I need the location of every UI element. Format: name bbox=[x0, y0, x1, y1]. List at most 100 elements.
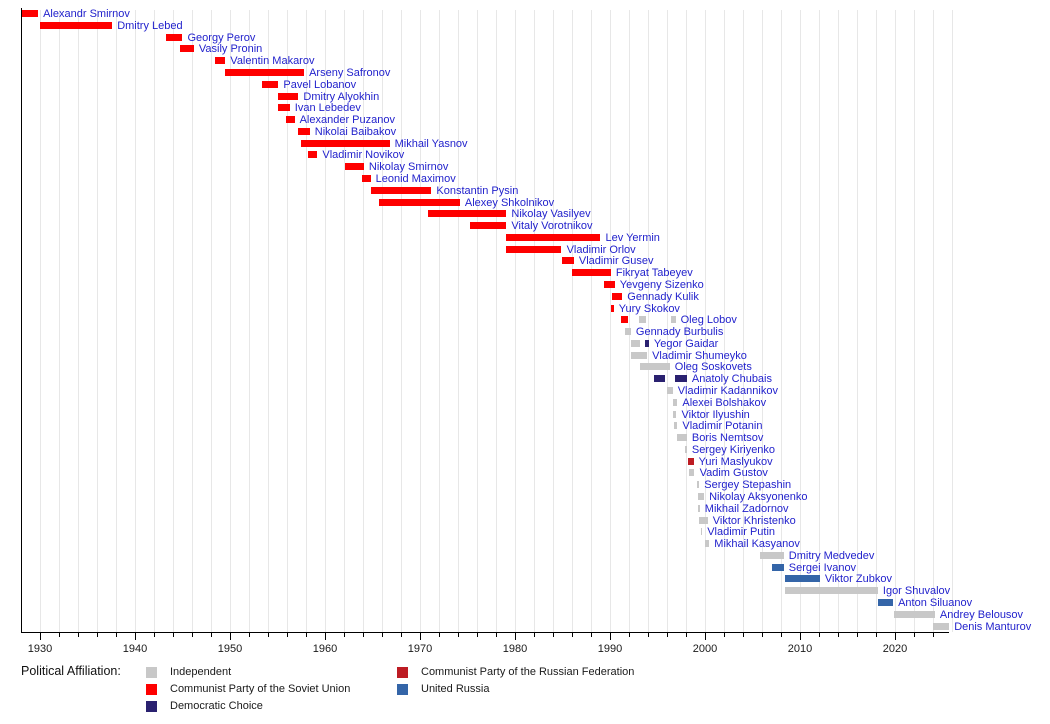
gridline bbox=[838, 10, 839, 632]
timeline-bar bbox=[698, 504, 700, 512]
gridline bbox=[154, 10, 155, 632]
person-label[interactable]: Viktor Ilyushin bbox=[681, 408, 750, 421]
axis-tick-major bbox=[895, 633, 896, 640]
person-label[interactable]: Sergei Ivanov bbox=[788, 561, 857, 574]
person-label[interactable]: Boris Nemtsov bbox=[691, 432, 764, 445]
axis-tick-minor bbox=[439, 633, 440, 637]
person-label[interactable]: Gennady Burbulis bbox=[635, 326, 724, 339]
gridline bbox=[781, 10, 782, 632]
person-label[interactable]: Andrey Belousov bbox=[939, 608, 1024, 621]
y-axis-line bbox=[21, 8, 22, 633]
person-label[interactable]: Alexei Bolshakov bbox=[682, 396, 767, 409]
person-label[interactable]: Fikryat Tabeyev bbox=[615, 267, 693, 280]
person-label[interactable]: Denis Manturov bbox=[954, 620, 1032, 633]
gridline bbox=[686, 10, 687, 632]
gridline bbox=[800, 10, 801, 632]
person-label[interactable]: Nikolai Baibakov bbox=[314, 125, 397, 138]
person-label[interactable]: Vladimir Gusev bbox=[578, 255, 654, 268]
person-label[interactable]: Alexandr Smirnov bbox=[43, 8, 130, 20]
timeline-bar bbox=[705, 540, 710, 548]
person-label[interactable]: Mikhail Zadornov bbox=[704, 502, 789, 515]
legend-label-cprf: Communist Party of the Russian Federatio… bbox=[421, 666, 635, 678]
axis-tick-minor bbox=[819, 633, 820, 637]
legend-label-democratic-choice: Democratic Choice bbox=[170, 700, 263, 712]
axis-tick-major bbox=[135, 633, 136, 640]
person-label[interactable]: Yuri Maslyukov bbox=[698, 455, 773, 468]
axis-tick-minor bbox=[876, 633, 877, 637]
axis-tick-label: 1990 bbox=[597, 643, 623, 655]
person-label[interactable]: Dmitry Alyokhin bbox=[303, 90, 380, 103]
legend-item-independent: Independent bbox=[146, 666, 231, 678]
gridline bbox=[629, 10, 630, 632]
person-label[interactable]: Vladimir Putin bbox=[707, 526, 776, 539]
person-label[interactable]: Vladimir Potanin bbox=[682, 420, 763, 433]
person-label[interactable]: Igor Shuvalov bbox=[882, 585, 951, 598]
axis-tick-minor bbox=[78, 633, 79, 637]
axis-tick-label: 1950 bbox=[217, 643, 243, 655]
gridline bbox=[173, 10, 174, 632]
axis-tick-major bbox=[325, 633, 326, 640]
person-label[interactable]: Vladimir Novikov bbox=[322, 149, 405, 162]
timeline-bar bbox=[877, 599, 894, 606]
person-label[interactable]: Pavel Lobanov bbox=[283, 78, 357, 91]
person-label[interactable]: Dmitry Lebed bbox=[117, 19, 183, 32]
person-label[interactable]: Sergey Kiriyenko bbox=[691, 443, 776, 456]
person-label[interactable]: Vitaly Vorotnikov bbox=[511, 220, 593, 232]
axis-tick-major bbox=[420, 633, 421, 640]
person-label[interactable]: Gennady Kulik bbox=[627, 290, 699, 303]
person-label[interactable]: Dmitry Medvedev bbox=[788, 549, 875, 562]
person-label[interactable]: Nikolay Smirnov bbox=[368, 161, 449, 174]
gridline bbox=[306, 10, 307, 632]
gridline bbox=[135, 10, 136, 632]
person-label[interactable]: Yegor Gaidar bbox=[653, 337, 719, 350]
axis-tick-minor bbox=[268, 633, 269, 637]
person-label[interactable]: Vladimir Kadannikov bbox=[677, 385, 778, 397]
legend-item-democratic-choice: Democratic Choice bbox=[146, 700, 263, 712]
person-label[interactable]: Oleg Lobov bbox=[680, 314, 737, 327]
person-label[interactable]: Konstantin Pysin bbox=[436, 184, 519, 197]
axis-tick-major bbox=[515, 633, 516, 640]
gridline bbox=[344, 10, 345, 632]
person-label[interactable]: Vadim Gustov bbox=[699, 467, 768, 480]
axis-tick-minor bbox=[59, 633, 60, 637]
timeline-bar bbox=[667, 387, 673, 394]
person-label[interactable]: Sergey Stepashin bbox=[704, 479, 792, 492]
person-label[interactable]: Anatoly Chubais bbox=[691, 373, 772, 386]
gridline bbox=[648, 10, 649, 632]
person-label[interactable]: Viktor Zubkov bbox=[824, 573, 892, 586]
person-label[interactable]: Yevgeny Sizenko bbox=[619, 278, 704, 291]
person-label[interactable]: Anton Siluanov bbox=[898, 597, 973, 609]
person-label[interactable]: Alexander Puzanov bbox=[299, 114, 395, 126]
axis-tick-minor bbox=[344, 633, 345, 637]
person-label[interactable]: Valentin Makarov bbox=[230, 55, 315, 68]
timeline-bar bbox=[40, 21, 113, 29]
person-label[interactable]: Vasily Pronin bbox=[198, 43, 263, 56]
person-label[interactable]: Mikhail Yasnov bbox=[394, 137, 468, 150]
person-label[interactable]: Nikolay Aksyonenko bbox=[709, 491, 808, 503]
person-label[interactable]: Leonid Maximov bbox=[375, 172, 456, 185]
axis-tick-minor bbox=[534, 633, 535, 637]
person-label[interactable]: Yury Skokov bbox=[618, 302, 680, 315]
gridline bbox=[249, 10, 250, 632]
gridline bbox=[572, 10, 573, 632]
person-label[interactable]: Oleg Soskovets bbox=[674, 361, 752, 374]
person-label[interactable]: Lev Yermin bbox=[605, 231, 660, 244]
person-label[interactable]: Viktor Khristenko bbox=[712, 514, 796, 527]
gridline bbox=[610, 10, 611, 632]
axis-tick-minor bbox=[382, 633, 383, 637]
person-label[interactable]: Georgy Perov bbox=[187, 31, 256, 44]
gridline bbox=[382, 10, 383, 632]
person-label[interactable]: Alexey Shkolnikov bbox=[464, 196, 555, 209]
person-label[interactable]: Mikhail Kasyanov bbox=[714, 538, 800, 551]
timeline-bar bbox=[674, 375, 687, 383]
timeline-bar bbox=[771, 563, 784, 571]
gridline bbox=[192, 10, 193, 632]
person-label[interactable]: Ivan Lebedev bbox=[294, 102, 361, 115]
timeline-bar bbox=[700, 528, 703, 536]
legend-label-cpsu: Communist Party of the Soviet Union bbox=[170, 683, 351, 695]
person-label[interactable]: Vladimir Shumeyko bbox=[652, 349, 747, 362]
timeline-bar bbox=[672, 398, 678, 406]
person-label[interactable]: Arseny Safronov bbox=[309, 66, 391, 79]
person-label[interactable]: Nikolay Vasilyev bbox=[511, 208, 591, 221]
person-label[interactable]: Vladimir Orlov bbox=[566, 243, 636, 256]
